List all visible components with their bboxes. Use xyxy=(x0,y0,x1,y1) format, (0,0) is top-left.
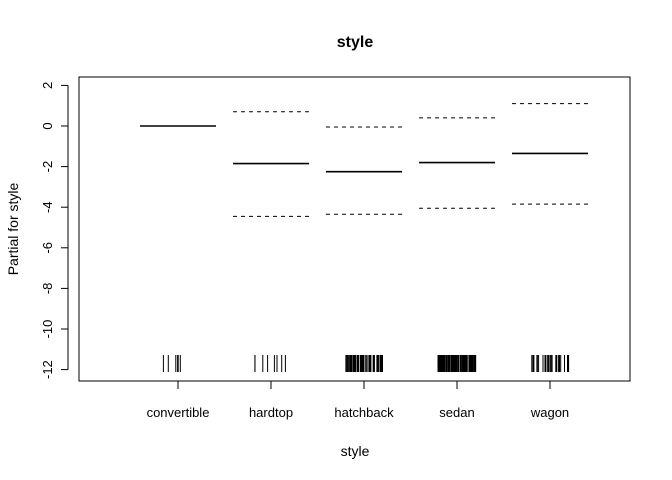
y-tick-label: -2 xyxy=(40,161,55,173)
y-axis-label: Partial for style xyxy=(5,182,21,275)
y-tick-label: -10 xyxy=(40,320,55,339)
x-axis-label: style xyxy=(341,443,370,459)
chart-title: style xyxy=(337,34,374,51)
x-tick-label: sedan xyxy=(439,405,474,420)
x-tick-label: wagon xyxy=(530,405,569,420)
x-axis: convertible hardtop hatchback sedan wagon xyxy=(147,380,569,420)
x-tick-label: convertible xyxy=(147,405,210,420)
y-tick-label: -12 xyxy=(40,360,55,379)
plot-frame xyxy=(78,76,631,382)
y-tick-label: -8 xyxy=(40,283,55,295)
y-tick-label: 2 xyxy=(40,82,55,89)
y-tick-label: -4 xyxy=(40,201,55,213)
y-tick-label: 0 xyxy=(40,122,55,129)
x-tick-label: hatchback xyxy=(334,405,394,420)
y-tick-label: -6 xyxy=(40,242,55,254)
confidence-bands xyxy=(140,103,588,217)
x-tick-label: hardtop xyxy=(249,405,293,420)
rug-marks xyxy=(162,355,570,372)
y-axis: 2 0 -2 -4 -6 -8 -10 -12 xyxy=(40,82,69,379)
estimate-lines xyxy=(140,125,588,173)
